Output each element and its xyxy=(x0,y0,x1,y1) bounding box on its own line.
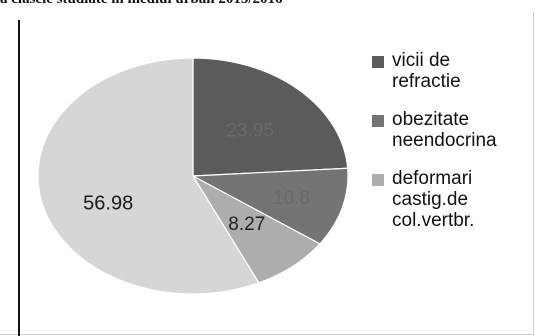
data-label-2: 10.8 xyxy=(273,188,310,209)
legend-swatch-1 xyxy=(372,56,384,68)
data-label-1: 23.95 xyxy=(226,121,274,142)
pie-slice-1 xyxy=(192,57,349,177)
legend-label-line: refractie xyxy=(392,71,461,92)
legend-item-3: deformari castig.de col.vertbr. xyxy=(368,168,533,231)
legend-swatch-3 xyxy=(372,174,384,186)
legend-label-line: deformari xyxy=(392,168,473,189)
legend-label-line: vicii de xyxy=(392,50,451,71)
legend-label-line: castig.de xyxy=(392,189,469,210)
chart-title-strip: a clasele studiate in mediul urban 2015/… xyxy=(0,0,535,13)
chart-title: a clasele studiate in mediul urban 2015/… xyxy=(0,0,283,8)
left-edge-line xyxy=(18,20,20,336)
data-label-4: 56.98 xyxy=(83,192,133,214)
pie-slice-2 xyxy=(190,167,349,245)
legend-swatch-2 xyxy=(372,115,384,127)
legend-label-line: obezitate xyxy=(392,109,470,130)
legend-item-1: vicii de refractie xyxy=(368,50,533,92)
legend: vicii de refractie obezitate neendocrina def… xyxy=(368,50,533,248)
chart-frame xyxy=(0,12,534,335)
data-label-3: 8.27 xyxy=(228,214,265,235)
legend-item-2: obezitate neendocrina xyxy=(368,109,533,151)
pie-slice-4 xyxy=(37,57,260,295)
legend-label-line: neendocrina xyxy=(392,130,497,151)
legend-label-line: col.vertbr. xyxy=(392,210,475,231)
